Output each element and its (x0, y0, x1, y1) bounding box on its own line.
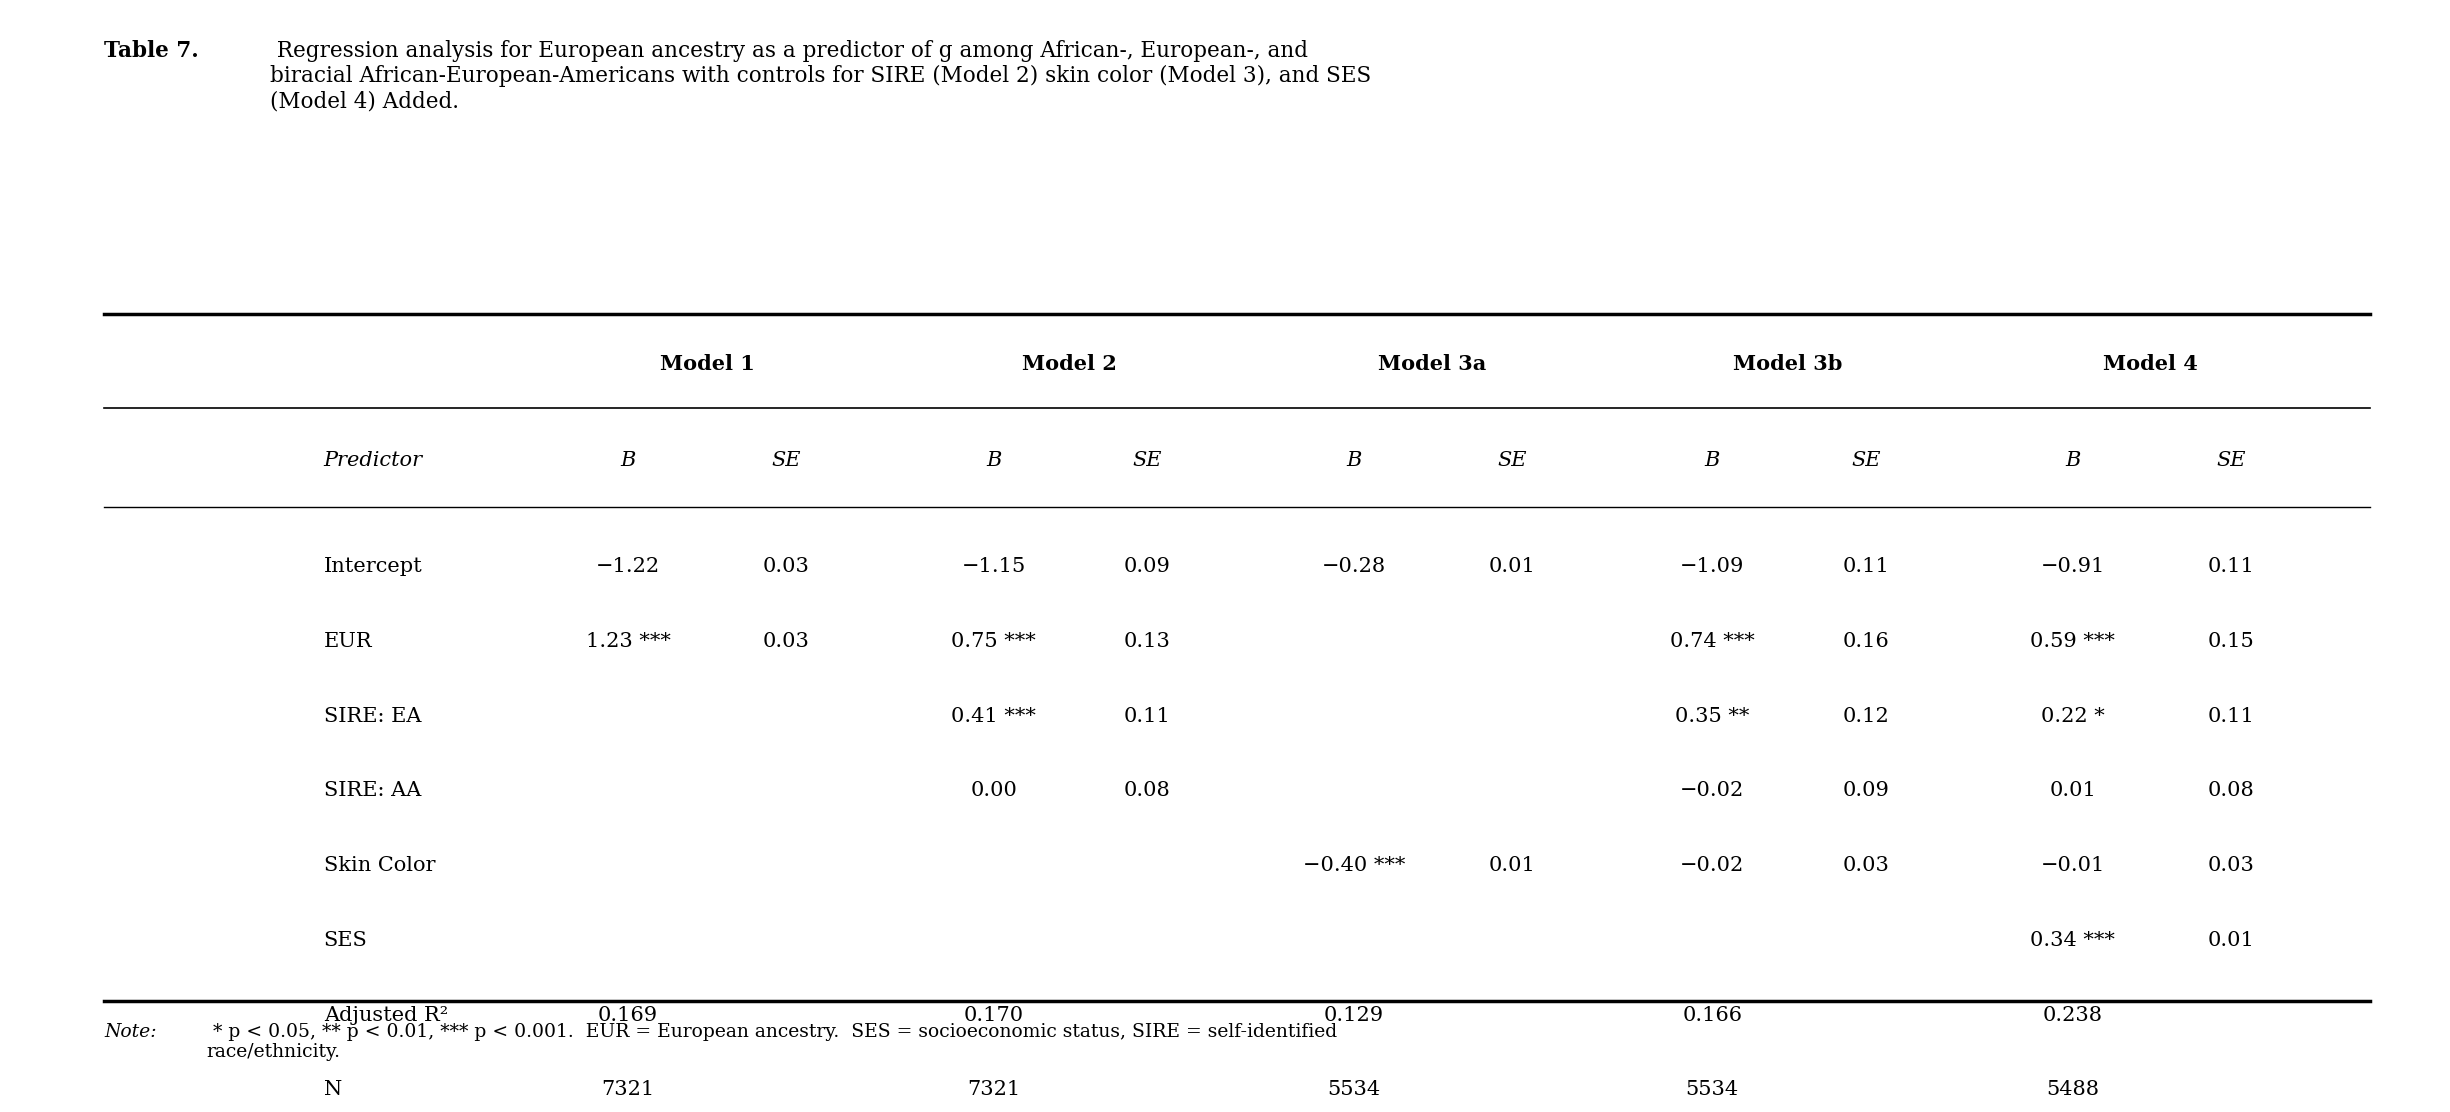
Text: −1.15: −1.15 (960, 557, 1027, 576)
Text: 0.03: 0.03 (762, 632, 811, 652)
Text: −1.09: −1.09 (1681, 557, 1744, 576)
Text: Table 7.: Table 7. (105, 40, 198, 62)
Text: 0.59 ***: 0.59 *** (2031, 632, 2114, 652)
Text: SIRE: EA: SIRE: EA (323, 707, 421, 726)
Text: 0.74 ***: 0.74 *** (1671, 632, 1754, 652)
Text: −0.01: −0.01 (2041, 856, 2105, 875)
Text: SE: SE (1850, 451, 1882, 470)
Text: B: B (1348, 451, 1362, 470)
Text: 0.13: 0.13 (1125, 632, 1171, 652)
Text: 0.169: 0.169 (598, 1005, 659, 1024)
Text: 0.34 ***: 0.34 *** (2031, 931, 2114, 950)
Text: 0.03: 0.03 (1842, 856, 1889, 875)
Text: −0.02: −0.02 (1681, 782, 1744, 801)
Text: 0.11: 0.11 (2207, 557, 2254, 576)
Text: Model 1: Model 1 (659, 354, 755, 374)
Text: 5488: 5488 (2046, 1080, 2100, 1099)
Text: SE: SE (1497, 451, 1526, 470)
Text: −0.02: −0.02 (1681, 856, 1744, 875)
Text: SE: SE (772, 451, 801, 470)
Text: 0.16: 0.16 (1842, 632, 1889, 652)
Text: −0.91: −0.91 (2041, 557, 2105, 576)
Text: Model 3a: Model 3a (1377, 354, 1487, 374)
Text: Skin Color: Skin Color (323, 856, 436, 875)
Text: 1.23 ***: 1.23 *** (586, 632, 671, 652)
Text: 0.75 ***: 0.75 *** (951, 632, 1036, 652)
Text: 0.170: 0.170 (963, 1005, 1024, 1024)
Text: 0.00: 0.00 (970, 782, 1017, 801)
Text: Adjusted R²: Adjusted R² (323, 1005, 448, 1024)
Text: 7321: 7321 (603, 1080, 654, 1099)
Text: −1.22: −1.22 (595, 557, 659, 576)
Text: 0.11: 0.11 (1842, 557, 1889, 576)
Text: N: N (323, 1080, 343, 1099)
Text: Regression analysis for European ancestry as a predictor of g among African-, Eu: Regression analysis for European ancestr… (270, 40, 1372, 112)
Text: B: B (1705, 451, 1720, 470)
Text: 0.01: 0.01 (1490, 856, 1536, 875)
Text: 0.11: 0.11 (1125, 707, 1171, 726)
Text: 0.09: 0.09 (1125, 557, 1171, 576)
Text: −0.28: −0.28 (1323, 557, 1387, 576)
Text: 0.11: 0.11 (2207, 707, 2254, 726)
Text: B: B (985, 451, 1002, 470)
Text: 0.12: 0.12 (1842, 707, 1889, 726)
Text: 5534: 5534 (1328, 1080, 1382, 1099)
Text: 0.08: 0.08 (1125, 782, 1171, 801)
Text: SE: SE (1132, 451, 1161, 470)
Text: 0.35 **: 0.35 ** (1676, 707, 1749, 726)
Text: 0.01: 0.01 (1490, 557, 1536, 576)
Text: 5534: 5534 (1686, 1080, 1740, 1099)
Text: Predictor: Predictor (323, 451, 424, 470)
Text: Model 3b: Model 3b (1732, 354, 1842, 374)
Text: SE: SE (2217, 451, 2247, 470)
Text: SIRE: AA: SIRE: AA (323, 782, 421, 801)
Text: B: B (2065, 451, 2080, 470)
Text: 0.08: 0.08 (2207, 782, 2254, 801)
Text: * p < 0.05, ** p < 0.01, *** p < 0.001.  EUR = European ancestry.  SES = socioec: * p < 0.05, ** p < 0.01, *** p < 0.001. … (206, 1023, 1338, 1062)
Text: −0.40 ***: −0.40 *** (1303, 856, 1406, 875)
Text: 0.09: 0.09 (1842, 782, 1889, 801)
Text: Note:: Note: (105, 1023, 157, 1041)
Text: 0.238: 0.238 (2043, 1005, 2102, 1024)
Text: 0.15: 0.15 (2207, 632, 2254, 652)
Text: Model 2: Model 2 (1022, 354, 1117, 374)
Text: SES: SES (323, 931, 368, 950)
Text: 0.01: 0.01 (2048, 782, 2097, 801)
Text: 0.166: 0.166 (1683, 1005, 1742, 1024)
Text: B: B (620, 451, 637, 470)
Text: 0.41 ***: 0.41 *** (951, 707, 1036, 726)
Text: 0.03: 0.03 (2207, 856, 2254, 875)
Text: 0.01: 0.01 (2207, 931, 2254, 950)
Text: 0.22 *: 0.22 * (2041, 707, 2105, 726)
Text: Intercept: Intercept (323, 557, 421, 576)
Text: EUR: EUR (323, 632, 372, 652)
Text: 0.03: 0.03 (762, 557, 811, 576)
Text: 0.129: 0.129 (1323, 1005, 1384, 1024)
Text: Model 4: Model 4 (2102, 354, 2198, 374)
Text: 7321: 7321 (968, 1080, 1019, 1099)
